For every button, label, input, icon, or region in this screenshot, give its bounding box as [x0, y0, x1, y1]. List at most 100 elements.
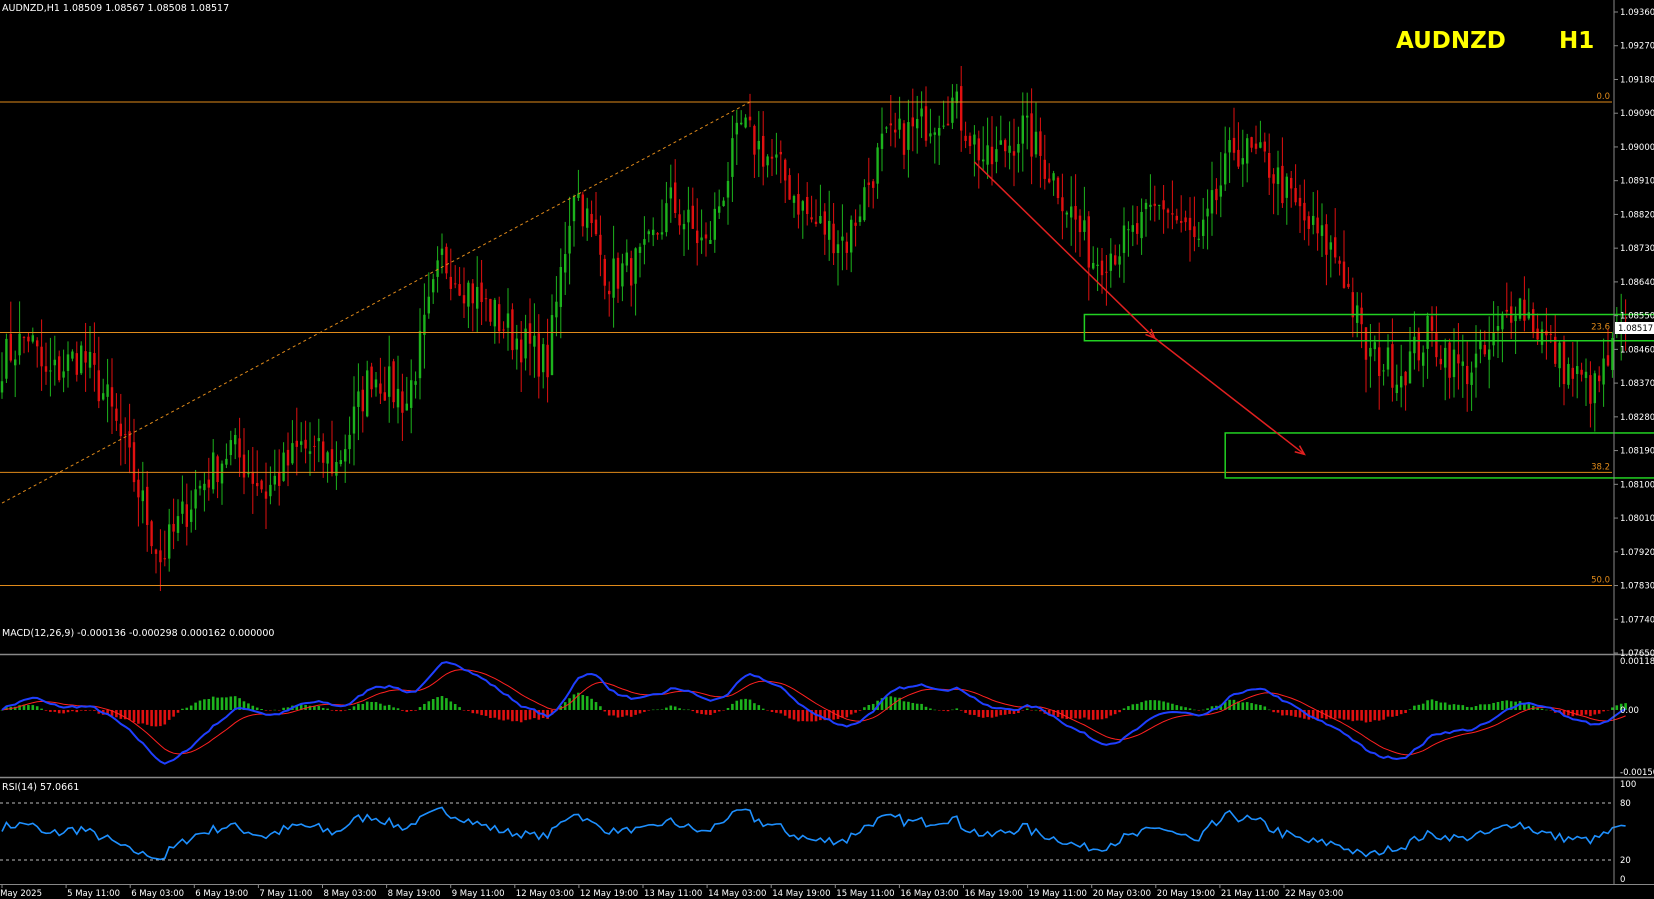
candle: [418, 308, 422, 400]
macd-histogram-bar: [401, 709, 404, 711]
candle-body: [841, 236, 844, 241]
macd-histogram-bar: [585, 696, 589, 710]
price-tick-label: 1.09360: [1620, 8, 1654, 18]
macd-histogram-bar: [123, 709, 127, 720]
macd-histogram-bar: [779, 709, 783, 714]
candle: [911, 88, 914, 152]
candle-body: [14, 359, 17, 366]
candle-body: [71, 351, 74, 359]
rsi-panel[interactable]: [0, 802, 1626, 861]
macd-histogram-bar: [88, 709, 92, 711]
candle: [775, 132, 778, 175]
candle-body: [106, 384, 109, 397]
macd-histogram-bar: [497, 709, 501, 720]
candle-body: [1369, 347, 1372, 357]
macd-histogram-bar: [277, 709, 281, 711]
candle-body: [511, 309, 514, 351]
macd-histogram-bar: [1527, 703, 1531, 710]
candle: [1540, 321, 1544, 354]
candle-body: [1228, 140, 1231, 153]
candle-body: [388, 366, 391, 397]
candle-body: [181, 501, 184, 514]
macd-histogram-bar: [819, 709, 822, 721]
candle-body: [141, 490, 144, 502]
macd-histogram-bar: [889, 696, 893, 710]
candle: [238, 417, 241, 477]
candle-body: [528, 323, 532, 344]
candle-body: [27, 336, 30, 342]
candle-body: [1294, 188, 1297, 203]
candle-body: [36, 340, 39, 347]
candle: [36, 337, 39, 368]
candle-body: [18, 333, 21, 356]
candle: [1444, 338, 1447, 401]
candle: [1435, 306, 1438, 367]
candle-body: [704, 234, 708, 239]
candle: [1241, 129, 1244, 187]
macd-histogram-bar: [660, 709, 664, 711]
macd-histogram-bar: [1118, 709, 1121, 713]
macd-histogram-bar: [1144, 700, 1148, 710]
macd-histogram-bar: [348, 709, 351, 710]
macd-histogram-bar: [159, 709, 162, 727]
candle-body: [850, 219, 853, 253]
price-tick-label: 1.09090: [1620, 109, 1654, 119]
macd-histogram-bar: [581, 694, 585, 710]
macd-histogram-bar: [898, 697, 901, 710]
candle-body: [49, 370, 52, 372]
candle: [1461, 334, 1464, 398]
macd-histogram-bar: [79, 709, 83, 711]
arrow-head: [1294, 445, 1306, 456]
candle: [520, 321, 523, 393]
candle: [278, 449, 281, 506]
candle-body: [832, 223, 835, 254]
macd-histogram-bar: [1470, 707, 1473, 710]
candle: [528, 298, 532, 376]
candle: [555, 276, 558, 337]
candle-body: [185, 504, 188, 527]
macd-histogram-bar: [1479, 704, 1482, 710]
candle-body: [806, 196, 809, 214]
macd-histogram-bar: [233, 696, 237, 710]
candle-body: [1188, 217, 1192, 231]
macd-histogram-bar: [203, 699, 206, 710]
candle-body: [792, 196, 796, 203]
macd-histogram-bar: [1602, 709, 1605, 712]
macd-histogram-bar: [955, 708, 959, 710]
candle-body: [370, 366, 373, 390]
candle-body: [766, 156, 769, 166]
candle-body: [1338, 260, 1341, 264]
macd-histogram-bar: [942, 709, 945, 711]
candle-body: [898, 118, 901, 130]
macd-histogram-bar: [1619, 703, 1623, 710]
candle: [1114, 244, 1117, 266]
candle: [784, 158, 787, 204]
candle: [304, 420, 307, 464]
macd-histogram-bar: [194, 702, 197, 710]
time-tick-label: 9 May 11:00: [452, 889, 505, 899]
macd-histogram-bar: [1294, 709, 1297, 717]
macd-histogram-bar: [40, 708, 43, 710]
price-panel[interactable]: [0, 65, 1627, 592]
macd-histogram-bar: [871, 703, 875, 710]
macd-histogram-bar: [185, 707, 189, 710]
time-tick-label: 20 May 19:00: [1157, 889, 1215, 899]
candle-body: [520, 339, 523, 363]
macd-histogram-bar: [1351, 709, 1355, 722]
macd-histogram-bar: [515, 709, 519, 722]
macd-histogram-bar: [502, 709, 505, 721]
candle: [1004, 138, 1007, 168]
macd-panel[interactable]: [0, 661, 1627, 765]
candle: [1523, 276, 1526, 332]
candle: [502, 321, 505, 339]
candle: [84, 322, 87, 392]
macd-histogram-bar: [1052, 709, 1055, 716]
candle: [1017, 126, 1020, 173]
macd-histogram-bar: [880, 698, 884, 710]
candle: [845, 232, 848, 270]
candle: [1039, 117, 1042, 188]
candle: [902, 120, 906, 170]
time-tick-label: 8 May 03:00: [324, 889, 377, 899]
macd-histogram-bar: [220, 697, 224, 710]
